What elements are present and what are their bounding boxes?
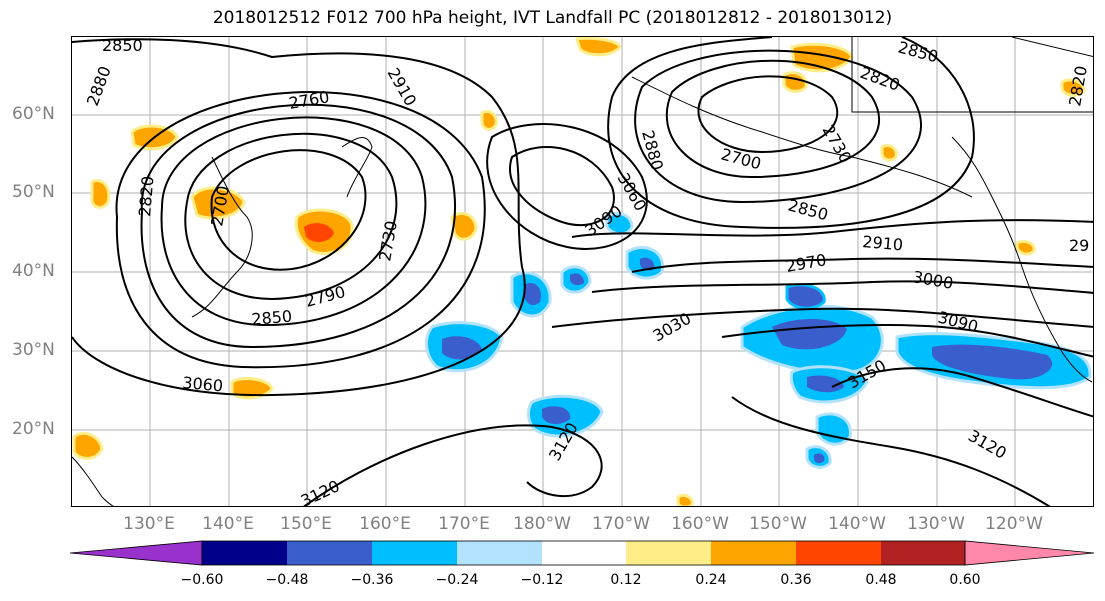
colorbar-segment bbox=[542, 541, 626, 565]
lat-label-30n: 30°N bbox=[12, 340, 55, 360]
colorbar-segment-min-extend bbox=[70, 540, 203, 566]
contour-label: 3060 bbox=[182, 373, 224, 395]
contour-3000 bbox=[591, 280, 1093, 294]
aleutian-chain bbox=[631, 76, 973, 198]
colorbar-tick-label: 0.36 bbox=[780, 572, 812, 588]
contour-label: 2850 bbox=[251, 307, 293, 329]
contour-label: 29 bbox=[1069, 236, 1089, 255]
lon-label-140e: 140°E bbox=[202, 514, 254, 534]
lon-label-160w: 160°W bbox=[671, 514, 729, 534]
colorbar-tick-label: −0.36 bbox=[350, 572, 394, 588]
colorbar-tick-label: 0.60 bbox=[949, 572, 981, 588]
contour-label: 2760 bbox=[287, 87, 330, 113]
lon-label-150w: 150°W bbox=[749, 514, 807, 534]
colorbar-tick-label: −0.24 bbox=[435, 572, 479, 588]
contour-3030 bbox=[551, 307, 1093, 328]
contour-label: 2700 bbox=[719, 145, 763, 174]
lat-label-20n: 20°N bbox=[12, 419, 55, 439]
contour-2850-low bbox=[115, 90, 486, 369]
lon-label-180w: 180°W bbox=[513, 514, 571, 534]
contour-2790-low bbox=[140, 103, 457, 349]
contour-label: 2730 bbox=[819, 122, 856, 167]
contour-3150 bbox=[831, 367, 1093, 418]
contour-2910 bbox=[571, 219, 1093, 238]
contour-label: 2850 bbox=[786, 196, 830, 225]
contour-2700-low bbox=[210, 149, 367, 271]
contour-label: 2910 bbox=[862, 232, 904, 254]
colorbar-segment bbox=[457, 541, 542, 565]
kamchatka-coast bbox=[341, 137, 373, 198]
negative-anomaly-shading bbox=[425, 211, 1092, 469]
north-american-coast bbox=[951, 136, 1093, 383]
contour-3120-south bbox=[303, 424, 603, 506]
colorbar-segment bbox=[372, 541, 457, 565]
contour-3090 bbox=[721, 324, 1093, 358]
contour-2850-alaska bbox=[607, 37, 975, 229]
colorbar-segment-max-extend bbox=[964, 540, 1095, 566]
contour-3120-east bbox=[731, 396, 1051, 506]
lon-label-150e: 150°E bbox=[280, 514, 332, 534]
lon-label-170w: 170°W bbox=[592, 514, 650, 534]
lon-label-130e: 130°E bbox=[123, 514, 175, 534]
contour-label: 3120 bbox=[965, 426, 1010, 463]
colorbar-segment bbox=[626, 541, 711, 565]
lat-label-40n: 40°N bbox=[12, 261, 55, 281]
contour-label: 2850 bbox=[102, 37, 143, 55]
contour-2730-low bbox=[184, 132, 398, 301]
coastlines bbox=[72, 37, 1093, 506]
colorbar-outline bbox=[201, 540, 966, 566]
colorbar-tick-label: 0.12 bbox=[610, 572, 642, 588]
contour-label: 3120 bbox=[298, 476, 343, 507]
colorbar-segment bbox=[881, 541, 965, 565]
map-canvas: 2850 2880 2760 2910 2820 2700 2730 2790 … bbox=[72, 37, 1093, 507]
japan-kamchatka-coast bbox=[191, 156, 253, 318]
contour-2700-alaska bbox=[697, 75, 839, 154]
colorbar-tick-label: −0.60 bbox=[180, 572, 224, 588]
contour-2760-low bbox=[160, 116, 427, 327]
contour-label: 2880 bbox=[83, 64, 115, 109]
map-panel: 2850 2880 2760 2910 2820 2700 2730 2790 … bbox=[71, 36, 1094, 507]
contour-2820 bbox=[634, 49, 922, 204]
colorbar-tick-label: −0.12 bbox=[520, 572, 564, 588]
contour-label: 3090 bbox=[936, 308, 980, 337]
lon-label-120w: 120°W bbox=[985, 514, 1043, 534]
contour-3090-high bbox=[509, 146, 615, 227]
contour-2730-alaska bbox=[665, 59, 880, 179]
contour-label: 2820 bbox=[1065, 64, 1091, 107]
colorbar-segment bbox=[287, 541, 372, 565]
colorbar-tick-label: −0.48 bbox=[265, 572, 309, 588]
contour-2970 bbox=[631, 257, 1093, 273]
lon-label-140w: 140°W bbox=[828, 514, 886, 534]
colorbar-segment bbox=[202, 541, 287, 565]
colorbar-segment bbox=[711, 541, 796, 565]
lat-label-60n: 60°N bbox=[12, 104, 55, 124]
colorbar-segment bbox=[796, 541, 881, 565]
contour-label: 3000 bbox=[911, 267, 954, 293]
contour-label: 3030 bbox=[650, 309, 695, 346]
map-title: 2018012512 F012 700 hPa height, IVT Land… bbox=[212, 8, 893, 28]
contour-label: 2730 bbox=[375, 219, 401, 262]
lon-label-130w: 130°W bbox=[907, 514, 965, 534]
contour-label: 2820 bbox=[135, 175, 157, 217]
lon-label-170e: 170°E bbox=[438, 514, 490, 534]
southeast-asia-coast bbox=[72, 456, 114, 506]
colorbar bbox=[70, 540, 1095, 566]
lon-label-160e: 160°E bbox=[359, 514, 411, 534]
contour-label: 2850 bbox=[896, 38, 940, 67]
territory-border bbox=[1011, 37, 1093, 58]
lat-label-50n: 50°N bbox=[12, 182, 55, 202]
height-contours bbox=[72, 37, 1093, 506]
colorbar-tick-label: 0.24 bbox=[695, 572, 727, 588]
contour-label: 2790 bbox=[303, 282, 347, 311]
colorbar-tick-label: 0.48 bbox=[865, 572, 897, 588]
